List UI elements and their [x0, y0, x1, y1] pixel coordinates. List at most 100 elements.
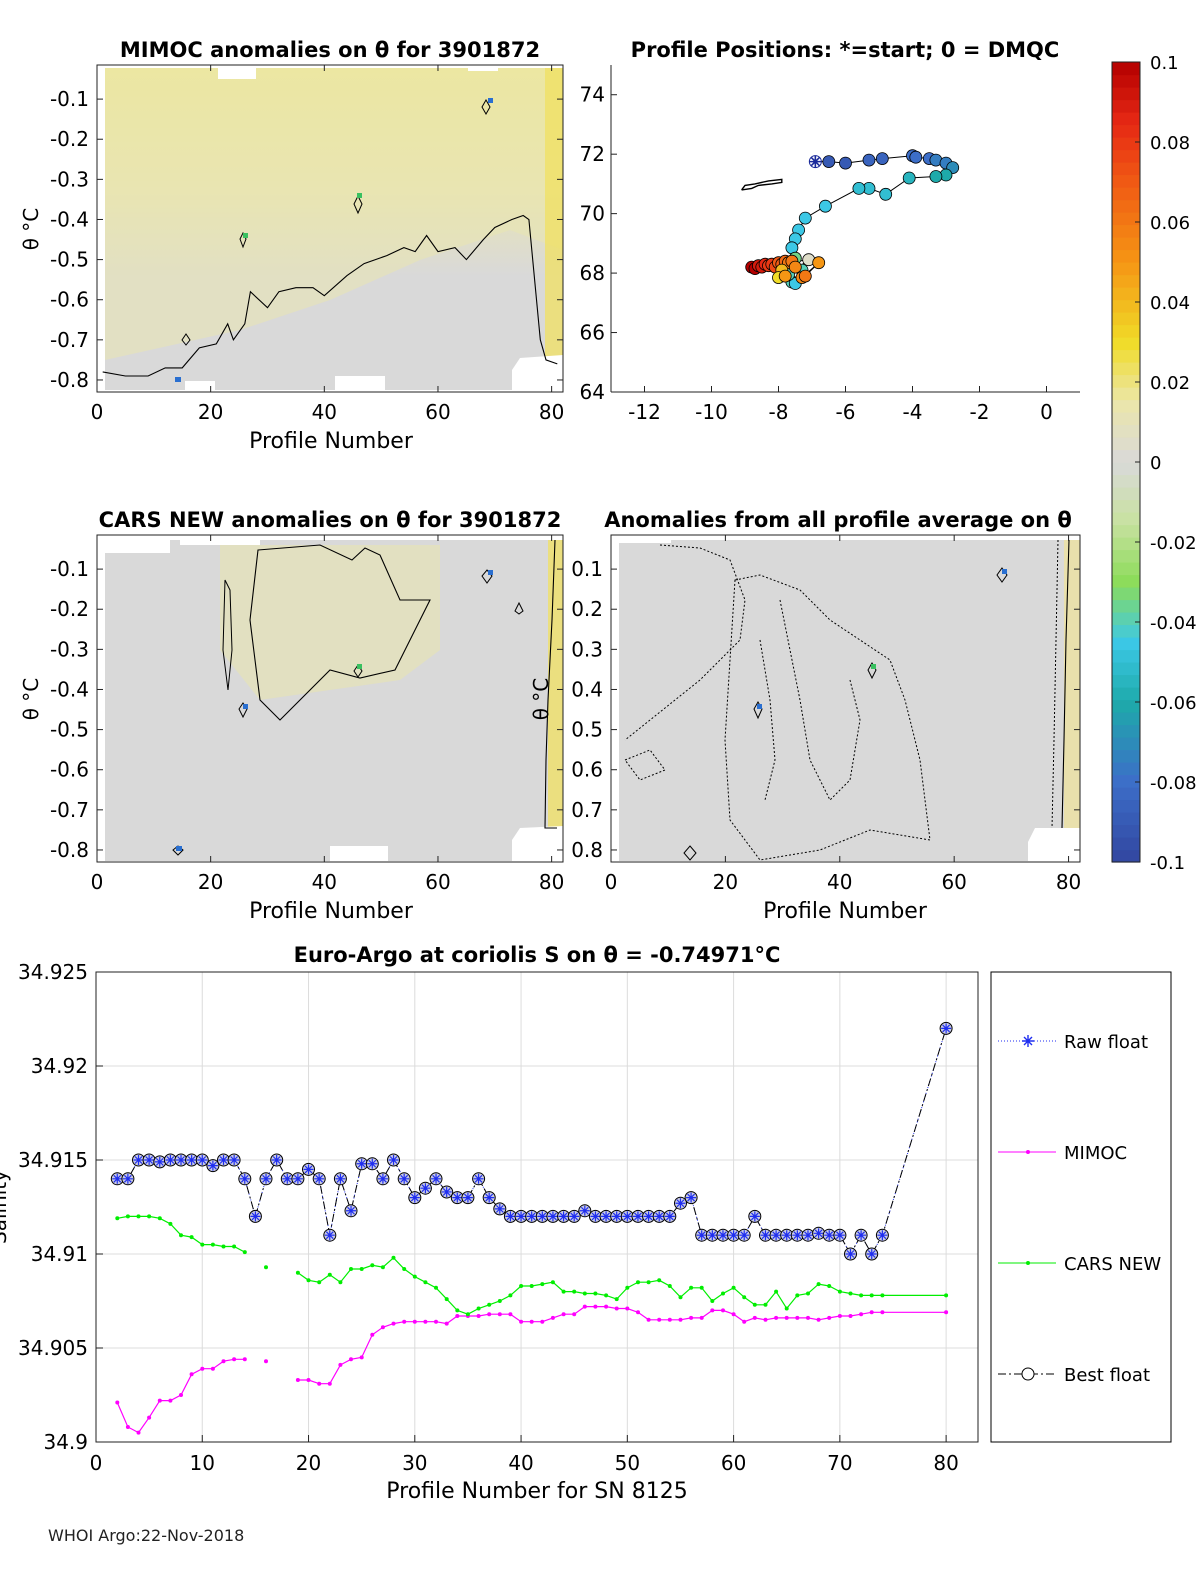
- pos-x-tick-label: -2: [970, 400, 990, 424]
- pos-y-tick-label: 66: [580, 321, 605, 345]
- axes-frame: [96, 64, 564, 393]
- cars-point: [625, 1285, 630, 1290]
- raw-float-point: [377, 1173, 388, 1184]
- allavg-panel: Anomalies from all profile average on θ …: [529, 508, 1081, 924]
- colorbar-segment: [1112, 137, 1140, 151]
- raw-float-point: [346, 1205, 357, 1216]
- cars-point: [848, 1291, 853, 1296]
- colorbar-tick-label: 0.1: [1150, 53, 1179, 74]
- raw-float-point: [717, 1230, 728, 1241]
- mimoc-point: [168, 1398, 173, 1403]
- y-tick-label: -0.1: [50, 87, 89, 111]
- colorbar-segment: [1112, 124, 1140, 138]
- colorbar-segment: [1112, 187, 1140, 201]
- colorbar-segment: [1112, 574, 1140, 588]
- mimoc-point: [721, 1308, 725, 1313]
- raw-float-point: [473, 1173, 484, 1184]
- cars-point: [487, 1302, 492, 1307]
- mimoc-point: [731, 1312, 736, 1317]
- raw-float-point: [654, 1211, 665, 1222]
- cars-point: [317, 1280, 322, 1285]
- sal-y-tick-label: 34.9: [43, 1430, 88, 1454]
- colorbar-segment: [1112, 287, 1140, 301]
- cars-point: [508, 1293, 513, 1298]
- colorbar-segment: [1112, 424, 1140, 438]
- profile-position-point: [798, 269, 812, 283]
- mimoc-dot-1: [488, 98, 493, 103]
- x-tick-label: 20: [198, 870, 223, 894]
- pos-x-tick-label: -10: [695, 400, 728, 424]
- sal-y-tick-label: 34.92: [31, 1054, 88, 1078]
- sal-x-tick-label: 30: [402, 1451, 427, 1475]
- cars-dot-2: [357, 664, 362, 669]
- mimoc-dot-2: [357, 193, 362, 198]
- cars-point: [125, 1214, 130, 1219]
- pos-x-tick-label: -4: [903, 400, 923, 424]
- cars-xlabel: Profile Number: [249, 899, 414, 924]
- salinity-xlabel: Profile Number for SN 8125: [386, 1479, 687, 1504]
- cars-contour-right: [544, 539, 557, 829]
- mimoc-point: [423, 1319, 428, 1324]
- x-tick-label: 40: [312, 870, 337, 894]
- colorbar-segment: [1112, 612, 1140, 626]
- x-tick-label: 80: [1056, 870, 1081, 894]
- mimoc-gap-bottom: [335, 376, 385, 392]
- raw-float-point: [218, 1155, 229, 1165]
- cars-point: [210, 1242, 215, 1247]
- y-tick-label: -0.7: [50, 798, 89, 822]
- cars-point: [391, 1255, 396, 1260]
- cars-point: [944, 1293, 949, 1298]
- colorbar: 0.1 0.08 0.06 0.04 0.02 0 -0.02 -0.04 -0.06 -0.08…: [1111, 53, 1197, 874]
- mimoc-right-edge: [545, 68, 563, 358]
- mimoc-point: [689, 1315, 694, 1320]
- cars-point: [349, 1267, 353, 1271]
- mimoc-point: [699, 1315, 704, 1320]
- raw-float-point: [197, 1155, 208, 1165]
- raw-float-point: [431, 1173, 442, 1184]
- mimoc-point: [710, 1308, 715, 1313]
- cars-point: [168, 1221, 173, 1226]
- x-tick-label: 80: [539, 870, 564, 894]
- colorbar-segment: [1112, 662, 1140, 676]
- mimoc-point: [604, 1304, 609, 1309]
- mimoc-point: [136, 1430, 141, 1435]
- colorbar-segment: [1112, 62, 1140, 76]
- raw-float-point: [941, 1023, 952, 1034]
- cars-point: [880, 1293, 885, 1298]
- mimoc-point: [306, 1378, 311, 1382]
- profile-position-point: [778, 269, 792, 283]
- raw-float-point: [611, 1211, 622, 1222]
- x-tick-label: 60: [941, 870, 966, 894]
- cars-point: [859, 1293, 864, 1298]
- cars-point: [529, 1284, 534, 1288]
- mimoc-point: [157, 1398, 162, 1403]
- mimoc-blob-4: [181, 333, 191, 346]
- coastline-path: [741, 178, 783, 191]
- colorbar-segment: [1112, 99, 1140, 113]
- sal-x-tick-label: 60: [721, 1451, 746, 1475]
- sal-x-tick-label: 40: [508, 1451, 533, 1475]
- mimoc-point: [646, 1317, 651, 1322]
- mimoc-point: [147, 1415, 152, 1420]
- colorbar-segment: [1112, 849, 1140, 863]
- mimoc-ylabel: θ °C: [19, 208, 43, 251]
- cars-point: [476, 1306, 481, 1311]
- mimoc-panel: MIMOC anomalies on θ for 3901872 0 20 40 60…: [19, 38, 564, 454]
- cars-point: [157, 1216, 162, 1221]
- y-tick-label: -0.5: [50, 718, 89, 742]
- colorbar-tick-label: -0.06: [1150, 693, 1197, 714]
- raw-float-point: [749, 1211, 760, 1222]
- colorbar-segment: [1112, 449, 1140, 463]
- allavg-blob-4: [683, 845, 697, 861]
- profile-position-point: [852, 181, 866, 195]
- mimoc-yellow-upper: [105, 68, 563, 360]
- cars-point: [264, 1265, 268, 1270]
- sal-x-tick-label: 20: [296, 1451, 321, 1475]
- raw-float-point: [144, 1155, 155, 1165]
- colorbar-segment: [1112, 387, 1140, 401]
- legend-raw-float: Raw float: [1064, 1032, 1148, 1053]
- y-tick-label: -0.7: [50, 328, 89, 352]
- mimoc-point: [827, 1315, 832, 1320]
- colorbar-segment: [1112, 512, 1140, 526]
